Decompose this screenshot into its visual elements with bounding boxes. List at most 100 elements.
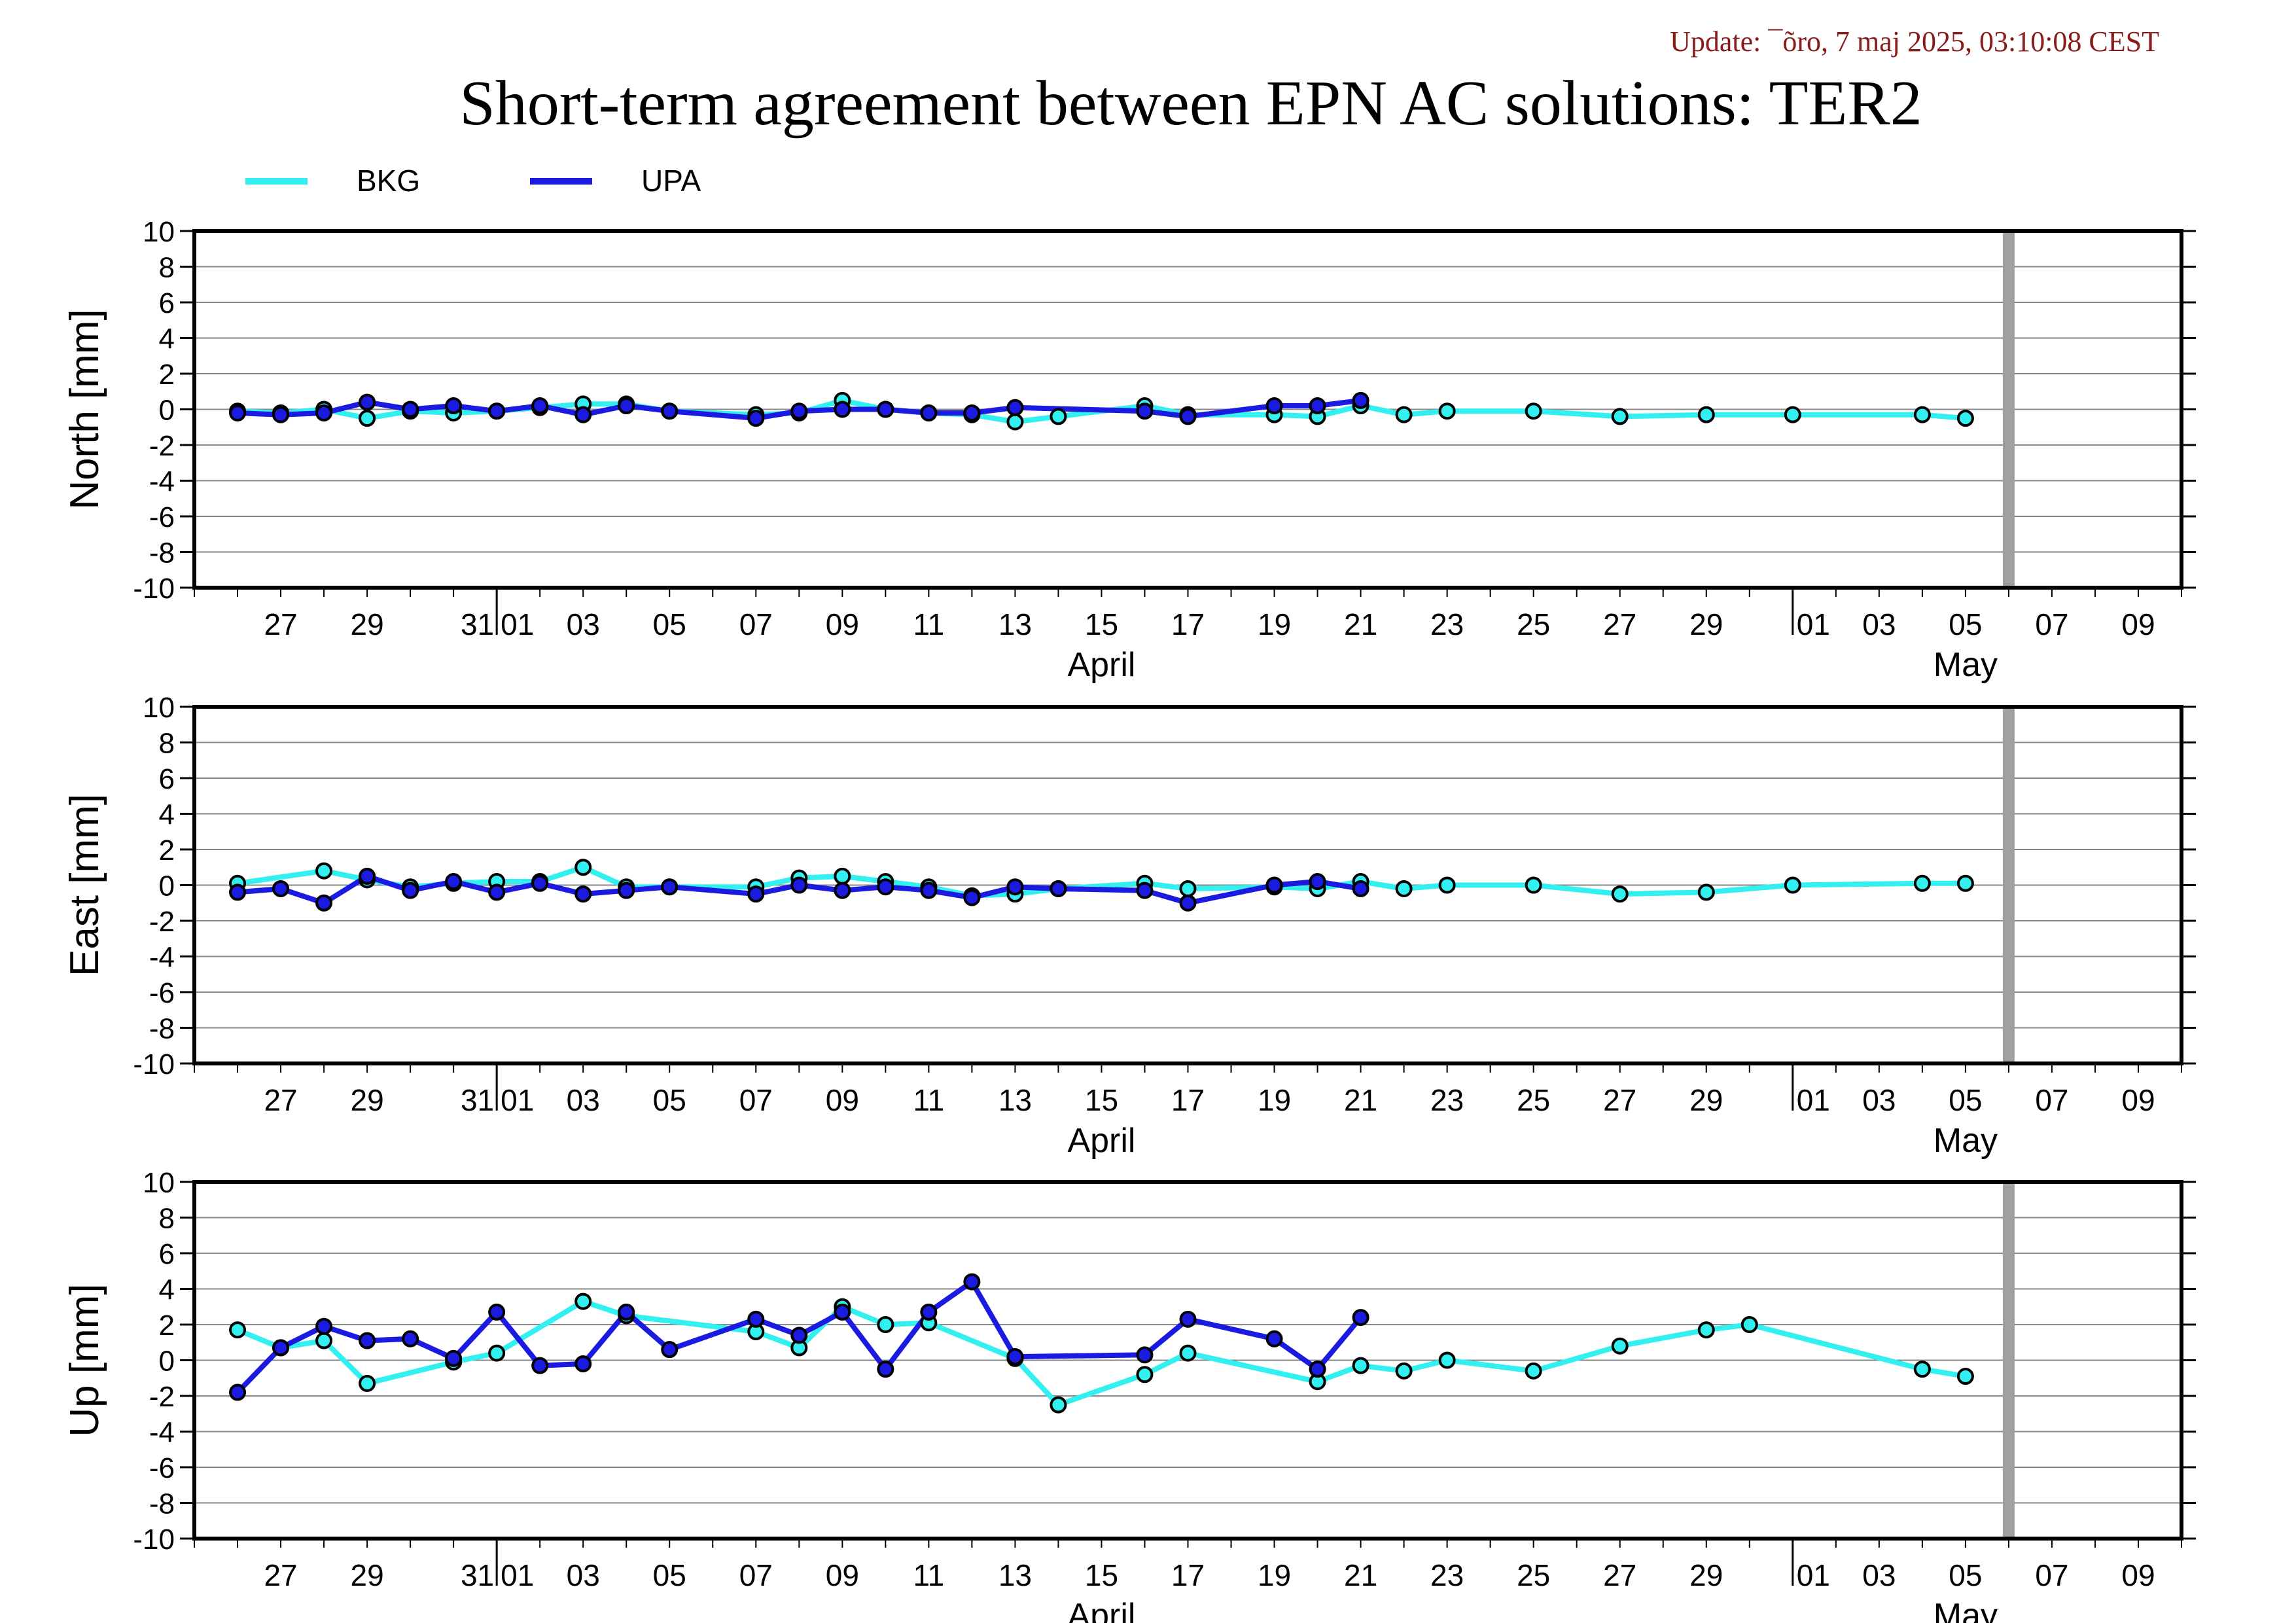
x-tick-label: 25 [1517,1558,1550,1592]
data-point-bkg [1611,885,1629,903]
data-point-upa [1006,1348,1024,1366]
x-tick-label: 09 [2121,1558,2155,1592]
chart-title: Short-term agreement between EPN AC solu… [459,68,1922,139]
data-point-upa [229,1383,247,1401]
x-tick-label: 27 [1603,607,1636,641]
data-point-upa [963,889,981,906]
x-tick-label: 29 [1689,1083,1723,1117]
data-point-upa [747,885,765,903]
plot-frame [192,705,2183,1065]
x-tick-label: 13 [998,1558,1032,1592]
data-point-upa [1006,399,1024,416]
x-tick-label: 15 [1085,1558,1118,1592]
x-tick-label: 07 [2035,1558,2068,1592]
data-point-upa [574,885,592,903]
x-month-label: May [1934,646,1998,684]
x-tick-label: 09 [826,1083,859,1117]
data-point-upa [1352,391,1369,409]
x-tick-label: 03 [567,1083,600,1117]
x-tick-label: 21 [1344,1083,1377,1117]
data-point-upa [920,882,938,899]
x-tick-label: 15 [1085,607,1118,641]
data-point-upa [877,1361,894,1378]
data-point-upa [877,401,894,418]
x-tick-label: 19 [1258,607,1291,641]
data-point-bkg [1913,1361,1931,1378]
y-tick-label: -4 [149,466,175,498]
y-tick-label: 2 [159,359,175,391]
x-tick-label: 07 [739,1083,773,1117]
data-point-upa [488,883,506,901]
data-point-upa [1136,882,1154,899]
legend-label-bkg: BKG [357,164,420,198]
x-tick-label: 29 [1689,607,1723,641]
x-tick-label: 25 [1517,607,1550,641]
y-tick-label: 4 [159,323,175,355]
x-tick-label: 03 [1862,1558,1896,1592]
x-tick-label: 05 [653,1558,686,1592]
plot-frame [192,229,2183,590]
data-point-bkg [1740,1316,1758,1333]
x-tick-label: 15 [1085,1083,1118,1117]
data-point-bkg [1050,1396,1067,1414]
data-point-upa [531,874,549,892]
x-tick-label: 09 [2121,1083,2155,1117]
x-tick-label: 17 [1171,1083,1205,1117]
data-point-upa [272,406,290,423]
x-tick-label: 03 [1862,607,1896,641]
data-point-bkg [315,1332,333,1349]
y-axis-label: East [mm] [62,794,107,976]
y-tick-label: 6 [159,287,175,319]
data-point-bkg [1438,1351,1456,1369]
data-point-bkg [1956,1368,1974,1385]
data-point-bkg [1395,1362,1413,1380]
data-point-bkg [1050,408,1067,425]
data-point-upa [315,894,333,912]
x-tick-label: 31 [461,1083,494,1117]
y-tick-label: -4 [149,1417,175,1449]
x-tick-label: 05 [653,1083,686,1117]
x-tick-label: 07 [739,607,773,641]
x-month-label: April [1067,646,1135,684]
data-point-upa [618,882,635,899]
data-point-upa [920,1303,938,1321]
data-point-upa [618,1303,635,1321]
data-point-bkg [229,1321,247,1339]
y-tick-label: 0 [159,1346,175,1378]
data-point-upa [315,404,333,421]
data-point-bkg [574,859,592,876]
data-point-upa [834,401,851,418]
data-point-upa [488,402,506,420]
y-tick-label: 8 [159,1203,175,1235]
x-month-label: May [1934,1597,1998,1623]
legend: BKG UPA [245,164,701,198]
data-point-bkg [1697,883,1715,901]
x-tick-label: 03 [1862,1083,1896,1117]
x-tick-label: 27 [264,1083,297,1117]
data-point-upa [359,1332,376,1349]
data-point-upa [488,1303,506,1321]
data-point-bkg [315,862,333,880]
data-point-bkg [1913,874,1931,892]
y-tick-label: -10 [133,1524,175,1556]
x-tick-label: 13 [998,607,1032,641]
data-point-upa [1179,1310,1197,1328]
y-tick-label: -8 [149,1488,175,1520]
plot-frame [192,1180,2183,1541]
y-tick-label: 6 [159,763,175,795]
data-point-upa [315,1317,333,1335]
y-tick-label: -6 [149,501,175,533]
data-point-upa [834,1303,851,1321]
y-tick-label: 8 [159,728,175,760]
data-point-bkg [359,410,376,427]
data-point-bkg [1956,874,1974,892]
data-point-bkg [1352,1357,1369,1374]
y-tick-label: -8 [149,537,175,569]
data-point-bkg [1525,876,1542,894]
y-tick-label: -10 [133,1048,175,1080]
data-point-upa [963,404,981,421]
data-point-upa [1136,402,1154,420]
